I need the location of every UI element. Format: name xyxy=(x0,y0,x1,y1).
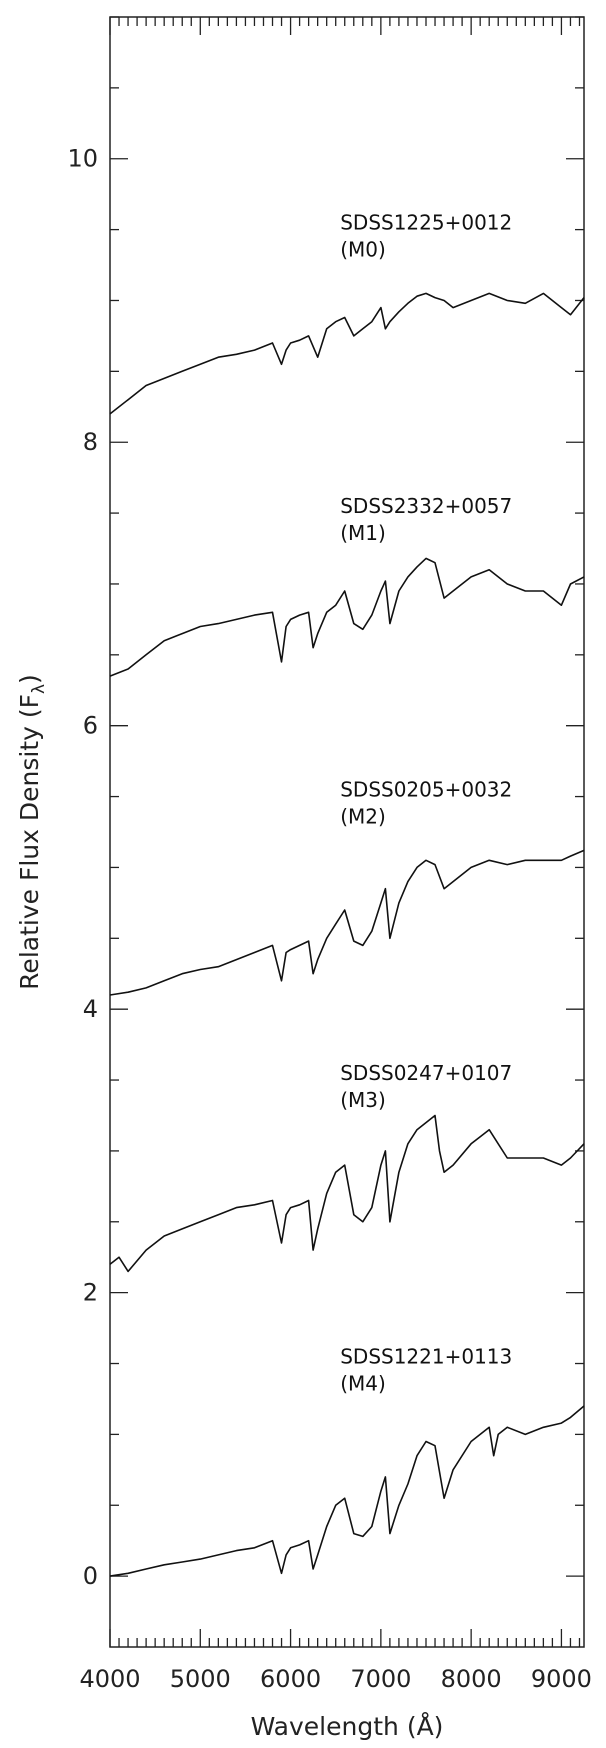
series-line xyxy=(109,849,585,996)
y-tick-label: 2 xyxy=(83,1279,98,1307)
axes-group: 4000 5000 6000 7000 8000 9000 0 2 4 6 8 10 xyxy=(67,16,592,1693)
x-tick-label: 5000 xyxy=(170,1665,231,1693)
y-tick-label: 6 xyxy=(83,712,98,740)
y-axis-title-close: ) xyxy=(15,674,44,684)
y-axis-title-group: Relative Flux Density (Fλ) xyxy=(15,674,49,990)
series-labels-layer: SDSS1225+0012 (M0) SDSS2332+0057 (M1) SDSS02… xyxy=(340,211,512,1396)
y-tick-label: 4 xyxy=(83,995,98,1023)
plot-frame xyxy=(109,16,585,1648)
x-axis-title: Wavelength (Å) xyxy=(251,1712,444,1741)
series-label-type: (M0) xyxy=(340,238,386,262)
x-tick-label: 9000 xyxy=(531,1665,592,1693)
series-label-name: SDSS0205+0032 xyxy=(340,778,512,802)
series-label-type: (M4) xyxy=(340,1372,386,1396)
series-line xyxy=(109,557,585,677)
x-tick-label: 4000 xyxy=(79,1665,140,1693)
x-tick-label: 6000 xyxy=(260,1665,321,1693)
y-axis-title: Relative Flux Density (Fλ) xyxy=(15,674,49,990)
series-label-type: (M1) xyxy=(340,521,386,545)
series-label-name: SDSS2332+0057 xyxy=(340,494,512,518)
y-tick-label: 8 xyxy=(83,428,98,456)
series-label-type: (M3) xyxy=(340,1088,386,1112)
x-tick-label: 7000 xyxy=(350,1665,411,1693)
series-label-type: (M2) xyxy=(340,805,386,829)
series-layer xyxy=(109,292,585,1577)
y-axis-title-subscript: λ xyxy=(29,684,49,694)
series-line xyxy=(109,1405,585,1577)
series-label-name: SDSS1221+0113 xyxy=(340,1345,512,1369)
series-line xyxy=(109,292,585,415)
x-tick-label: 8000 xyxy=(441,1665,502,1693)
series-line xyxy=(109,1114,585,1273)
series-label-name: SDSS1225+0012 xyxy=(340,211,512,235)
series-label-name: SDSS0247+0107 xyxy=(340,1061,512,1085)
y-tick-label: 0 xyxy=(83,1562,98,1590)
y-tick-label: 10 xyxy=(67,145,98,173)
y-axis-title-main: Relative Flux Density (F xyxy=(15,694,44,990)
